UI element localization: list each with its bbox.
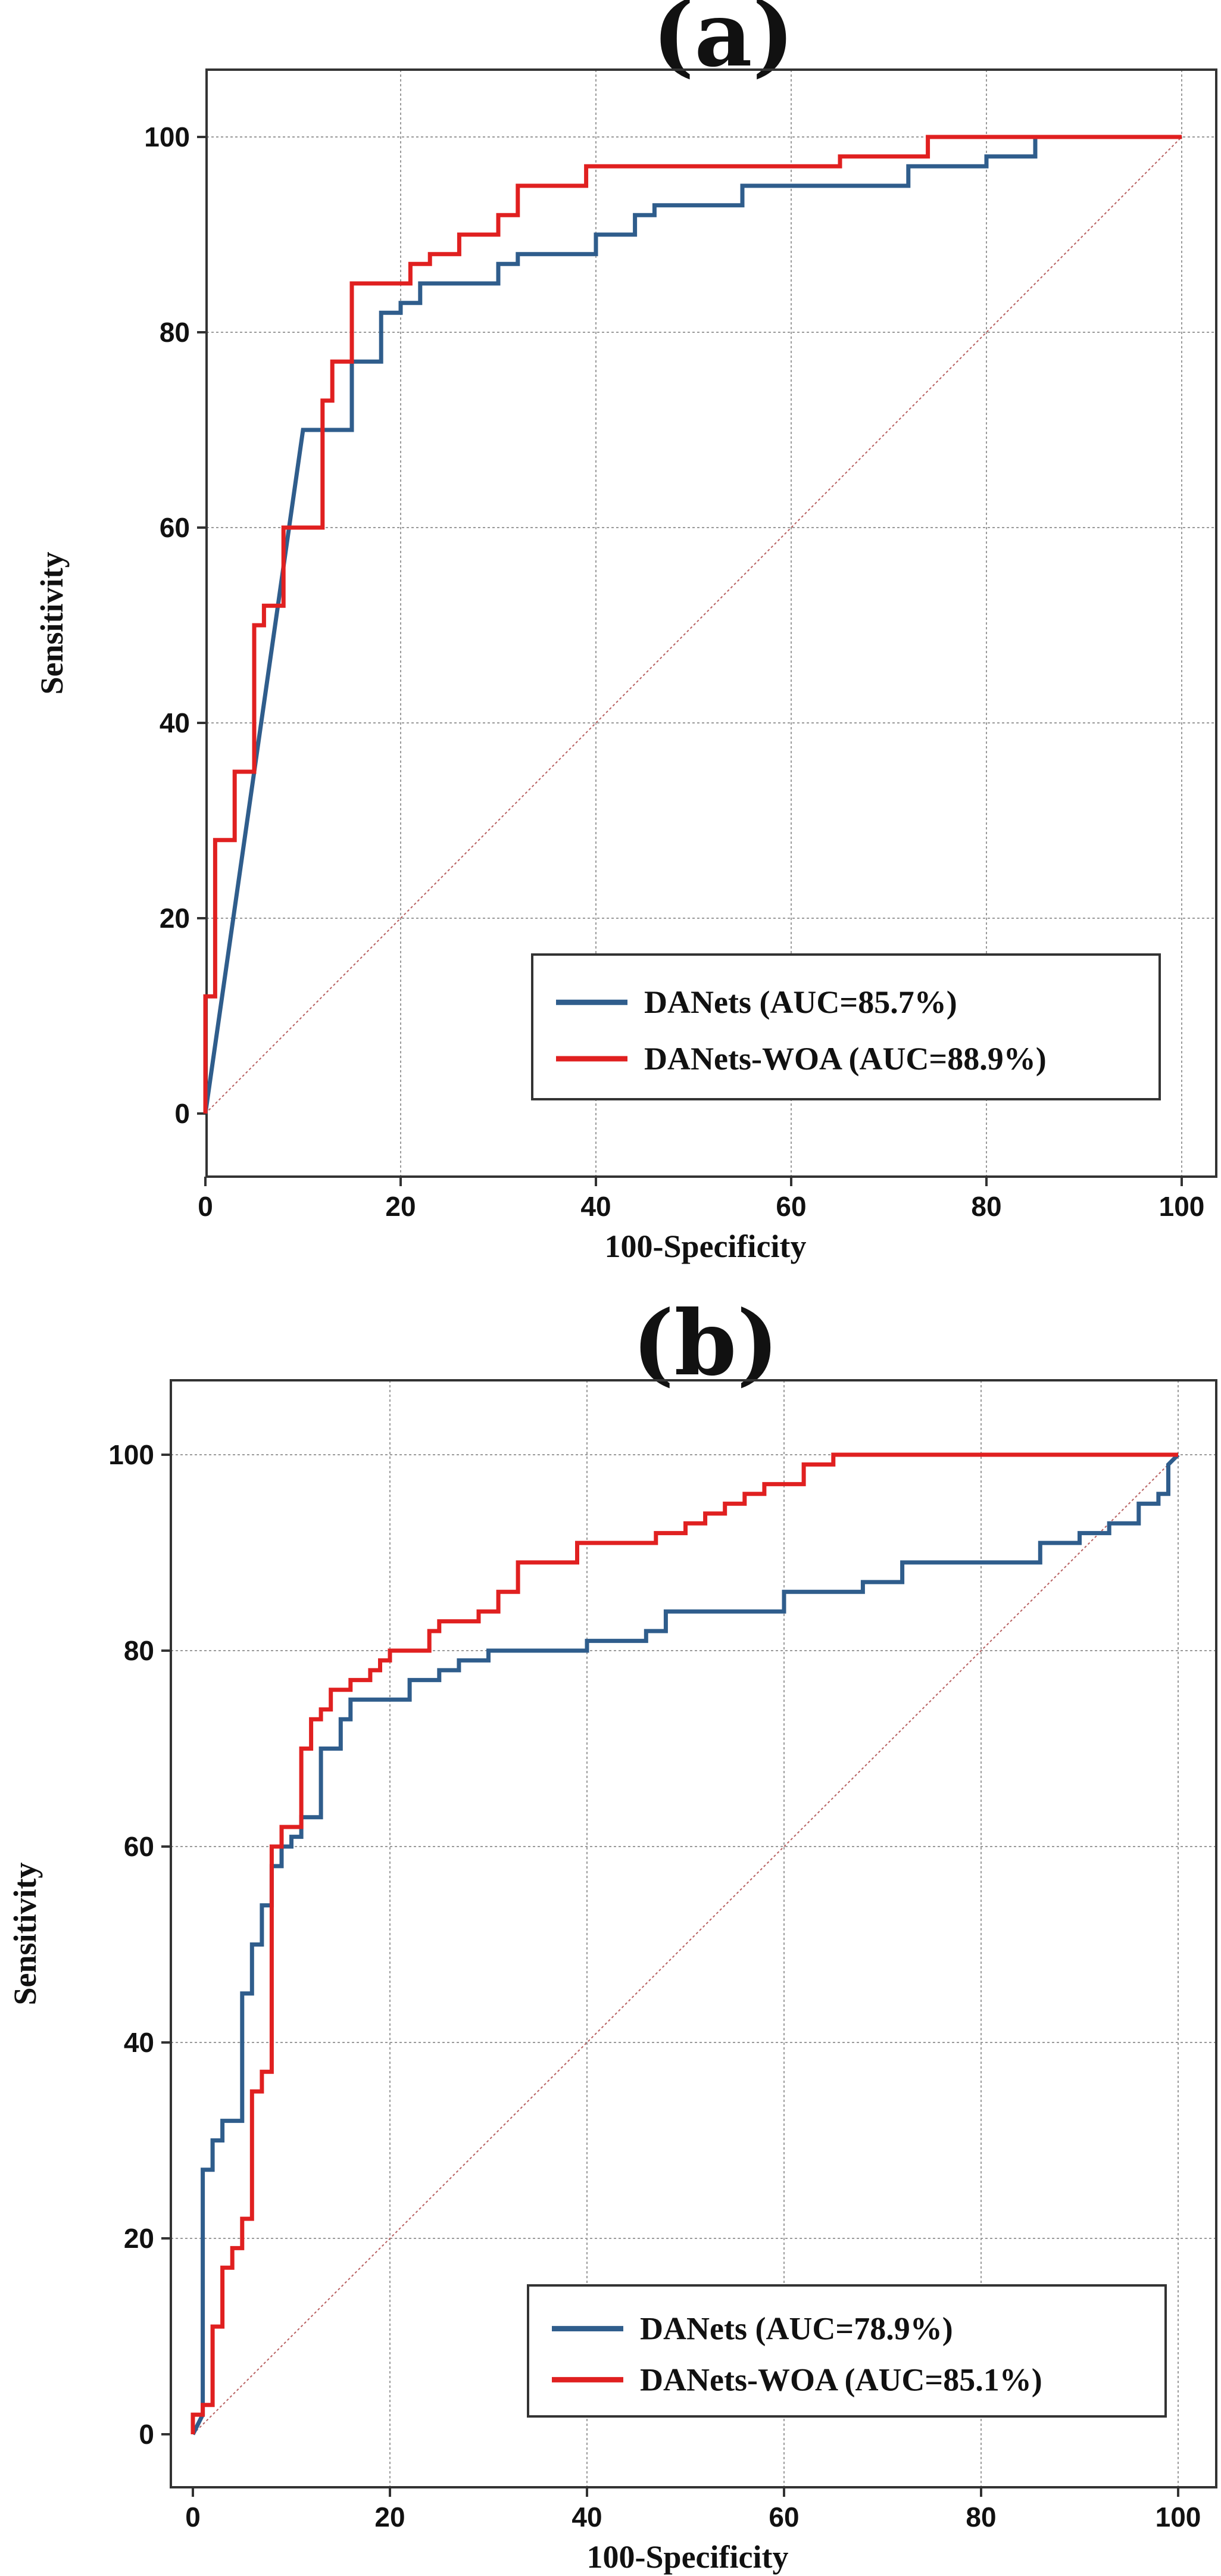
roc-panel-a: (a) 0 20 40 60 80 100 0 20 40 60 80 100 100-Specifici… bbox=[34, 0, 1217, 1264]
legend-box bbox=[527, 2284, 1167, 2418]
y-tick-label: 80 bbox=[124, 1635, 154, 1666]
x-tick-label: 0 bbox=[198, 1191, 213, 1222]
x-tick-label: 20 bbox=[374, 2502, 405, 2533]
x-tick-label: 100 bbox=[1159, 1191, 1205, 1222]
x-axis-title: 100-Specificity bbox=[587, 2539, 789, 2575]
x-axis-title: 100-Specificity bbox=[605, 1228, 807, 1264]
y-tick-label: 80 bbox=[160, 317, 190, 348]
legend-label-danets: DANets (AUC=85.7%) bbox=[644, 984, 957, 1020]
y-tick-label: 60 bbox=[160, 512, 190, 543]
y-tick-label: 20 bbox=[124, 2223, 154, 2254]
x-tick-label: 40 bbox=[572, 2502, 602, 2533]
roc-curve-danets-woa bbox=[203, 135, 1182, 1114]
y-tick-label: 40 bbox=[160, 707, 190, 738]
roc-curve-danets bbox=[203, 135, 1182, 1114]
legend: DANets (AUC=85.7%) DANets-WOA (AUC=88.9%) bbox=[531, 953, 1161, 1100]
panel-title: (a) bbox=[652, 0, 794, 87]
legend: DANets (AUC=78.9%) DANets-WOA (AUC=85.1%) bbox=[527, 2284, 1167, 2418]
x-tick-label: 60 bbox=[769, 2502, 799, 2533]
legend-box bbox=[531, 953, 1161, 1100]
x-tick-label: 40 bbox=[580, 1191, 611, 1222]
roc-panel-b: (b) 0 20 40 60 80 100 0 20 40 60 80 100 100-Specifici… bbox=[7, 1291, 1217, 2575]
x-tick-label: 80 bbox=[971, 1191, 1001, 1222]
y-axis-title: Sensitivity bbox=[7, 1862, 43, 2005]
y-tick-label: 20 bbox=[160, 903, 190, 934]
y-axis-title: Sensitivity bbox=[34, 551, 70, 694]
legend-label-danets-woa: DANets-WOA (AUC=88.9%) bbox=[644, 1041, 1047, 1077]
legend-label-danets: DANets (AUC=78.9%) bbox=[640, 2311, 953, 2347]
y-tick-label: 100 bbox=[144, 121, 190, 152]
y-tick-label: 0 bbox=[174, 1098, 190, 1129]
reference-diagonal bbox=[205, 136, 1182, 1114]
reference-diagonal bbox=[192, 1454, 1179, 2435]
roc-curve-danets bbox=[191, 1453, 1180, 2435]
plot-frame bbox=[170, 1379, 1217, 2488]
y-tick-label: 60 bbox=[124, 1831, 154, 1862]
y-tick-label: 0 bbox=[139, 2419, 154, 2450]
plot-frame bbox=[205, 68, 1217, 1178]
y-tick-label: 100 bbox=[108, 1439, 154, 1470]
x-tick-label: 0 bbox=[185, 2502, 201, 2533]
y-tick-label: 40 bbox=[124, 2027, 154, 2058]
panel-title: (b) bbox=[632, 1291, 779, 1396]
x-tick-label: 20 bbox=[385, 1191, 416, 1222]
x-tick-label: 100 bbox=[1156, 2502, 1201, 2533]
legend-label-danets-woa: DANets-WOA (AUC=85.1%) bbox=[640, 2362, 1042, 2397]
x-tick-label: 80 bbox=[966, 2502, 996, 2533]
x-tick-label: 60 bbox=[776, 1191, 806, 1222]
roc-curve-danets-woa bbox=[191, 1452, 1178, 2434]
